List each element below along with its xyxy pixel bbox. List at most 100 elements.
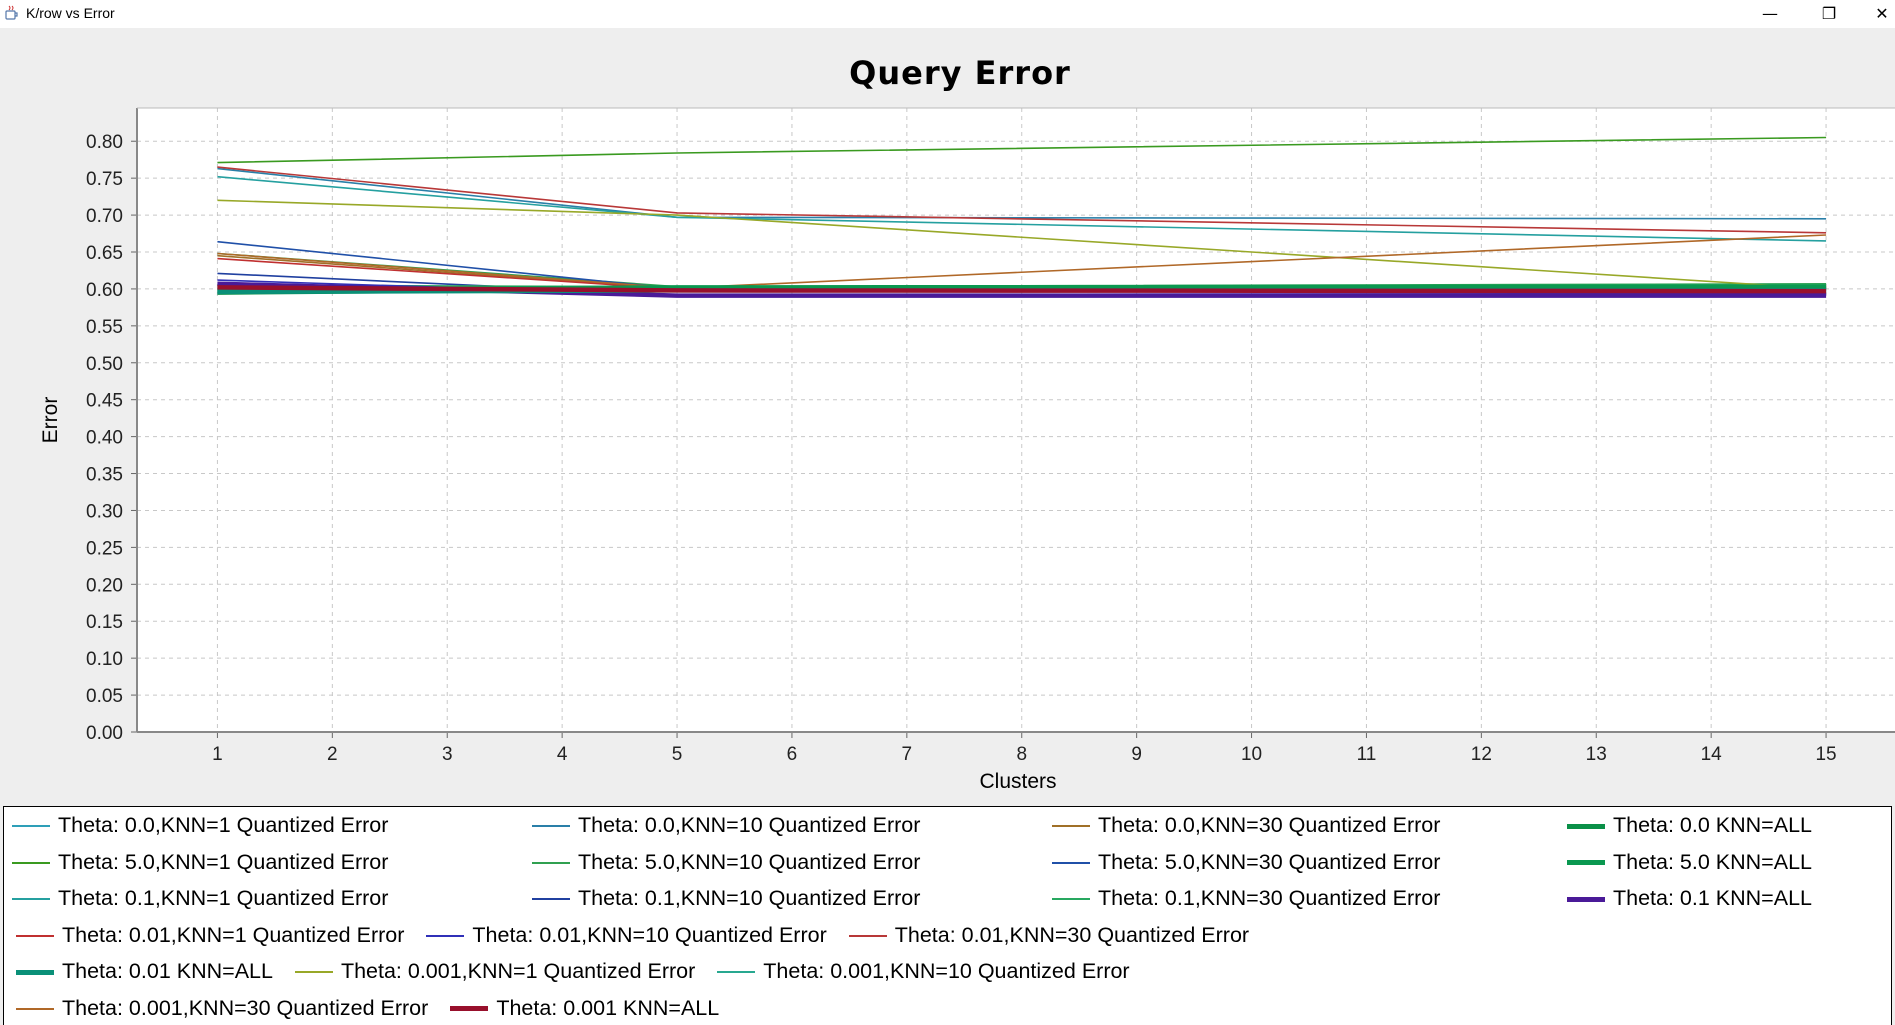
legend-swatch bbox=[294, 971, 333, 974]
legend-item: Theta: 0.0,KNN=1 Quantized Error bbox=[4, 810, 388, 840]
x-tick-label: 7 bbox=[902, 744, 913, 765]
chart-title: Query Error bbox=[849, 54, 1071, 92]
series-line bbox=[217, 136, 1827, 164]
y-tick-label: 0.80 bbox=[86, 132, 123, 153]
y-tick-label: 0.40 bbox=[86, 428, 123, 449]
legend-item: Theta: 0.001 KNN=ALL bbox=[442, 993, 719, 1023]
legend-swatch bbox=[16, 1007, 54, 1010]
legend-swatch bbox=[1567, 860, 1605, 866]
legend-label: Theta: 0.001 KNN=ALL bbox=[496, 995, 720, 1020]
legend-swatch bbox=[1052, 898, 1090, 901]
legend-item: Theta: 0.1,KNN=10 Quantized Error bbox=[524, 883, 920, 913]
x-axis-label: Clusters bbox=[979, 770, 1056, 793]
legend-label: Theta: 5.0,KNN=1 Quantized Error bbox=[58, 849, 389, 874]
legend-swatch bbox=[532, 861, 570, 864]
y-tick-label: 0.35 bbox=[86, 465, 123, 486]
y-tick-label: 0.65 bbox=[86, 243, 123, 264]
legend-item: Theta: 0.001,KNN=1 Quantized Error bbox=[287, 956, 695, 986]
legend-swatch bbox=[532, 898, 570, 901]
x-tick-label: 2 bbox=[327, 744, 338, 765]
legend-swatch bbox=[1567, 896, 1605, 902]
legend-item: Theta: 0.1,KNN=30 Quantized Error bbox=[1044, 883, 1440, 913]
series-line bbox=[217, 175, 1827, 242]
java-cup-icon bbox=[5, 5, 18, 20]
legend-item: Theta: 5.0,KNN=30 Quantized Error bbox=[1044, 847, 1440, 877]
minimize-button[interactable]: — bbox=[1747, 0, 1793, 28]
x-tick-label: 8 bbox=[1016, 744, 1027, 765]
y-tick-label: 0.10 bbox=[86, 649, 123, 670]
restore-icon: ❐ bbox=[1821, 4, 1837, 23]
legend-swatch bbox=[1052, 861, 1090, 864]
x-tick-label: 13 bbox=[1586, 744, 1607, 765]
legend-swatch bbox=[12, 861, 50, 864]
y-tick-label: 0.45 bbox=[86, 391, 123, 412]
x-tick-label: 3 bbox=[442, 744, 453, 765]
legend-swatch bbox=[532, 825, 570, 828]
legend-item: Theta: 0.001,KNN=30 Quantized Error bbox=[8, 993, 428, 1023]
legend-label: Theta: 0.0,KNN=1 Quantized Error bbox=[58, 813, 389, 837]
y-tick-label: 0.60 bbox=[86, 280, 123, 301]
legend-label: Theta: 5.0,KNN=30 Quantized Error bbox=[1098, 849, 1441, 874]
legend-item: Theta: 0.01,KNN=10 Quantized Error bbox=[418, 920, 827, 950]
legend-label: Theta: 0.01,KNN=10 Quantized Error bbox=[472, 922, 827, 947]
legend-swatch bbox=[848, 934, 887, 937]
y-tick-label: 0.25 bbox=[86, 538, 123, 559]
x-tick-label: 4 bbox=[557, 744, 568, 765]
maximize-button[interactable]: ❐ bbox=[1806, 0, 1852, 28]
legend-label: Theta: 0.0,KNN=30 Quantized Error bbox=[1098, 813, 1441, 837]
legend-label: Theta: 0.001,KNN=30 Quantized Error bbox=[62, 995, 429, 1020]
legend-label: Theta: 0.1,KNN=10 Quantized Error bbox=[578, 886, 921, 910]
legend-swatch bbox=[12, 898, 50, 901]
legend-label: Theta: 0.0,KNN=10 Quantized Error bbox=[578, 813, 921, 837]
legend-label: Theta: 0.01,KNN=30 Quantized Error bbox=[894, 922, 1250, 947]
x-tick-label: 9 bbox=[1131, 744, 1142, 765]
legend-item: Theta: 5.0 KNN=ALL bbox=[1559, 847, 1812, 877]
close-icon: ✕ bbox=[1875, 4, 1889, 23]
y-tick-label: 0.00 bbox=[86, 723, 123, 744]
y-axis-label: Error bbox=[39, 397, 62, 444]
y-tick-label: 0.30 bbox=[86, 501, 123, 522]
minimize-icon: — bbox=[1762, 4, 1778, 23]
chart-plot: 0.00 0.05 0.10 0.15 0.20 0.25 0.30 0.35 0.40 0.45… bbox=[39, 107, 1895, 793]
x-tick-label: 14 bbox=[1701, 744, 1723, 765]
legend-item: Theta: 0.1,KNN=1 Quantized Error bbox=[4, 883, 388, 913]
legend-item: Theta: 0.01,KNN=30 Quantized Error bbox=[841, 920, 1249, 950]
legend-label: Theta: 5.0,KNN=10 Quantized Error bbox=[578, 849, 921, 874]
legend-item: Theta: 0.01 KNN=ALL bbox=[8, 956, 273, 986]
legend-label: Theta: 0.001,KNN=1 Quantized Error bbox=[340, 959, 696, 983]
legend-swatch bbox=[426, 934, 465, 937]
series-line bbox=[217, 199, 1827, 290]
x-tick-label: 10 bbox=[1241, 744, 1262, 765]
x-tick-label: 6 bbox=[787, 744, 798, 765]
legend-swatch bbox=[12, 825, 50, 828]
legend-label: Theta: 0.1,KNN=1 Quantized Error bbox=[58, 886, 389, 910]
legend-item: Theta: 0.1 KNN=ALL bbox=[1559, 883, 1812, 913]
x-tick-label: 1 bbox=[212, 744, 223, 765]
legend-item: Theta: 0.001,KNN=10 Quantized Error bbox=[709, 956, 1130, 986]
legend-swatch bbox=[16, 934, 54, 937]
x-tick-label: 12 bbox=[1471, 744, 1492, 765]
x-tick-label: 11 bbox=[1357, 744, 1377, 765]
plot-background bbox=[137, 108, 1895, 732]
legend-swatch bbox=[717, 971, 756, 974]
legend-item: Theta: 5.0,KNN=10 Quantized Error bbox=[524, 847, 920, 877]
legend-label: Theta: 0.1 KNN=ALL bbox=[1613, 886, 1812, 910]
legend-item: Theta: 0.01,KNN=1 Quantized Error bbox=[8, 920, 404, 950]
legend-label: Theta: 0.001,KNN=10 Quantized Error bbox=[763, 959, 1130, 983]
x-tick-label: 15 bbox=[1815, 744, 1836, 765]
y-tick-label: 0.50 bbox=[86, 354, 123, 375]
legend-label: Theta: 0.0 KNN=ALL bbox=[1613, 813, 1812, 837]
x-tick-label: 5 bbox=[672, 744, 683, 765]
y-tick-label: 0.75 bbox=[86, 169, 123, 190]
legend-item: Theta: 5.0,KNN=1 Quantized Error bbox=[4, 847, 388, 877]
y-tick-label: 0.05 bbox=[86, 686, 123, 707]
window-titlebar: K/row vs Error — ❐ ✕ bbox=[0, 0, 1895, 28]
legend-label: Theta: 0.1,KNN=30 Quantized Error bbox=[1098, 886, 1441, 910]
series-line bbox=[217, 166, 1827, 234]
legend-swatch bbox=[1567, 823, 1605, 829]
legend-label: Theta: 5.0 KNN=ALL bbox=[1613, 849, 1812, 874]
close-button[interactable]: ✕ bbox=[1859, 0, 1895, 28]
y-tick-label: 0.15 bbox=[86, 612, 123, 633]
legend-item: Theta: 0.0,KNN=30 Quantized Error bbox=[1044, 810, 1440, 840]
chart-legend: Theta: 0.0,KNN=1 Quantized Error Theta: 0… bbox=[3, 806, 1892, 1025]
